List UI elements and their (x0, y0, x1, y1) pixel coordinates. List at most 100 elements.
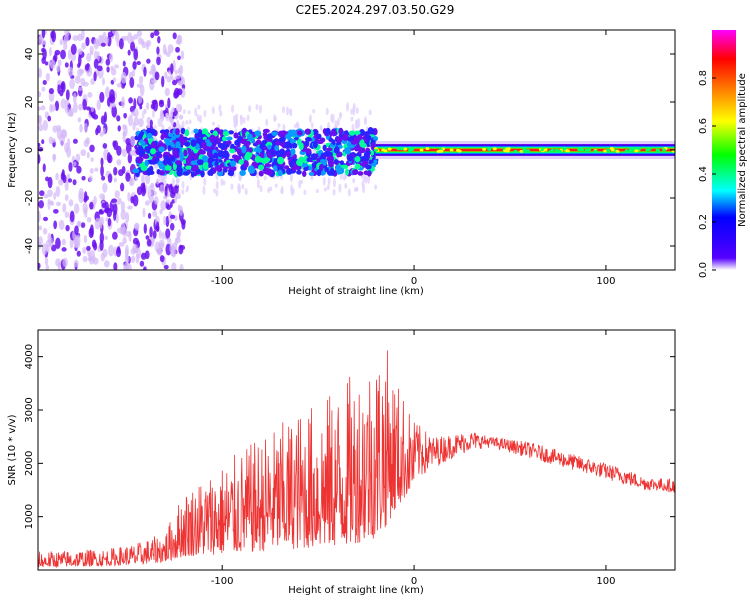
heatmap-cell (550, 148, 555, 152)
heatmap-cell (136, 61, 141, 66)
heatmap-cell (229, 148, 236, 154)
heatmap-cell (161, 231, 165, 240)
heatmap-cell (130, 41, 136, 52)
heatmap-cell (197, 104, 201, 110)
heatmap-cell (127, 153, 133, 164)
heatmap-cell (261, 158, 268, 164)
heatmap-cell (77, 117, 82, 123)
heatmap-cell (129, 150, 136, 156)
heatmap-cell (121, 148, 127, 158)
heatmap-cell (156, 56, 161, 66)
heatmap-cell (347, 155, 354, 162)
heatmap-cell (74, 75, 81, 84)
heatmap-cell (99, 232, 105, 244)
heatmap-cell (156, 46, 160, 55)
heatmap-cell (140, 164, 148, 172)
y-tick-label: 40 (24, 48, 35, 61)
heatmap-cell (228, 151, 232, 160)
y-tick-label: 2000 (24, 451, 35, 476)
heatmap-cell (182, 109, 186, 115)
heatmap-cell (171, 262, 177, 270)
heatmap-cell (355, 187, 358, 192)
heatmap-cell (60, 98, 67, 109)
heatmap-cell (51, 30, 57, 43)
heatmap-cell (157, 117, 161, 127)
heatmap-cell (121, 96, 125, 109)
heatmap-cell (68, 162, 73, 172)
heatmap-cell (184, 141, 191, 147)
heatmap-cell (352, 177, 356, 184)
heatmap-cell (47, 176, 53, 189)
heatmap-cell (89, 224, 94, 237)
heatmap-cell (298, 179, 302, 189)
heatmap-cell (93, 71, 97, 82)
heatmap-cell (293, 124, 297, 129)
heatmap-cell (148, 170, 155, 175)
heatmap-cell (331, 130, 337, 135)
heatmap-cell (187, 110, 191, 115)
heatmap-cell (220, 178, 224, 186)
heatmap-cell (327, 151, 333, 157)
heatmap-cell (357, 171, 364, 176)
heatmap-cell (128, 97, 133, 104)
heatmap-cell (60, 129, 67, 139)
heatmap-cell (67, 66, 74, 77)
heatmap-cell (41, 47, 45, 53)
heatmap-cell (128, 263, 132, 270)
heatmap-cell (349, 144, 355, 149)
spectrogram-x-label: Height of straight line (km) (288, 286, 424, 297)
heatmap-cell (655, 149, 660, 153)
heatmap-cell (174, 237, 179, 246)
heatmap-cell (150, 32, 155, 39)
y-tick-label: -20 (24, 190, 35, 206)
heatmap-cell (352, 168, 359, 176)
heatmap-cell (136, 30, 143, 37)
y-tick-label: 4000 (24, 344, 35, 369)
heatmap-cell (113, 166, 118, 176)
heatmap-cell (38, 35, 43, 45)
heatmap-cell (175, 176, 179, 187)
heatmap-cell (109, 89, 115, 101)
heatmap-cell (242, 116, 246, 124)
heatmap-cell (229, 170, 235, 177)
heatmap-cell (77, 62, 81, 69)
heatmap-cell (38, 67, 42, 78)
snr-x-label: Height of straight line (km) (288, 585, 424, 596)
x-tick-label: -100 (211, 576, 234, 587)
heatmap-cell (492, 147, 497, 151)
heatmap-cell (180, 127, 186, 135)
heatmap-cell (86, 216, 92, 223)
heatmap-cell (258, 104, 262, 114)
heatmap-cell (64, 181, 69, 192)
heatmap-cell (79, 69, 85, 74)
heatmap-cell (180, 50, 185, 60)
heatmap-cell (369, 150, 375, 156)
heatmap-cell (519, 149, 524, 153)
heatmap-cell (89, 51, 94, 56)
heatmap-cell (127, 114, 134, 127)
colorbar-ticks: 0.0 0.2 0.4 0.6 0.8 (698, 70, 716, 278)
heatmap-cell (168, 185, 174, 194)
heatmap-cell (425, 147, 430, 151)
heatmap-cell (119, 182, 125, 192)
heatmap-cell (82, 202, 88, 215)
heatmap-cell (96, 50, 100, 62)
spectrogram-x-ticks: -100 0 100 (211, 30, 615, 287)
heatmap-cell (290, 187, 294, 197)
heatmap-cell (153, 136, 157, 142)
heatmap-cell (38, 124, 44, 132)
heatmap-cell (312, 140, 318, 149)
heatmap-cell (80, 149, 86, 157)
heatmap-cell (154, 71, 160, 81)
heatmap-cell (209, 134, 216, 143)
heatmap-cell (141, 110, 145, 120)
heatmap-cell (167, 44, 174, 54)
heatmap-cell (289, 138, 297, 144)
heatmap-cell (68, 199, 74, 207)
heatmap-cell (284, 141, 291, 150)
heatmap-cell (151, 63, 156, 72)
heatmap-cell (354, 119, 358, 130)
heatmap-cell (99, 91, 105, 103)
heatmap-cell (248, 147, 253, 153)
